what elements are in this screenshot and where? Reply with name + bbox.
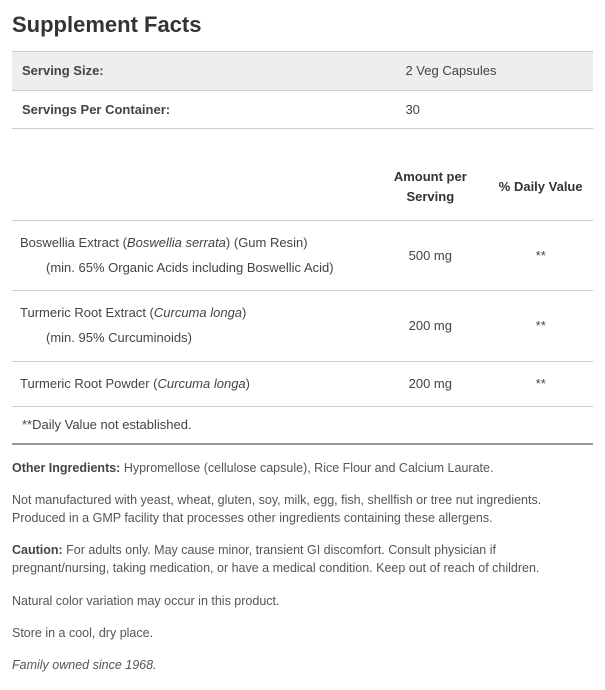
footnote-row: **Daily Value not established. — [12, 407, 593, 444]
ingredient-scientific-name: Boswellia serrata — [127, 235, 226, 250]
ingredient-name: Turmeric Root Extract (Curcuma longa) (mi… — [12, 291, 372, 361]
table-row: Servings Per Container: 30 — [12, 90, 593, 129]
ingredient-subtext: (min. 65% Organic Acids including Boswel… — [20, 256, 364, 281]
ingredient-subtext: (min. 95% Curcuminoids) — [20, 326, 364, 351]
ingredient-name-pre: Boswellia Extract ( — [20, 235, 127, 250]
storage-note: Store in a cool, dry place. — [12, 624, 593, 642]
dv-footnote: **Daily Value not established. — [12, 407, 593, 444]
ingredient-scientific-name: Curcuma longa — [154, 305, 242, 320]
ingredient-name: Boswellia Extract (Boswellia serrata) (G… — [12, 221, 372, 291]
servings-per-container-value: 30 — [395, 90, 593, 129]
ingredient-amount: 500 mg — [372, 221, 488, 291]
ingredient-dv: ** — [488, 291, 593, 361]
table-row: Turmeric Root Extract (Curcuma longa) (mi… — [12, 291, 593, 361]
other-ingredients-label: Other Ingredients: — [12, 461, 120, 475]
ingredient-scientific-name: Curcuma longa — [158, 376, 246, 391]
ingredient-name: Turmeric Root Powder (Curcuma longa) — [12, 361, 372, 407]
ingredient-name-post: ) — [246, 376, 250, 391]
col-amount: Amount per Serving — [372, 157, 488, 221]
allergen-statement: Not manufactured with yeast, wheat, glut… — [12, 491, 593, 527]
supplement-facts-panel: Supplement Facts Serving Size: 2 Veg Cap… — [0, 0, 605, 686]
color-note: Natural color variation may occur in thi… — [12, 592, 593, 610]
ingredients-table: Amount per Serving % Daily Value Boswell… — [12, 157, 593, 445]
ingredient-amount: 200 mg — [372, 291, 488, 361]
ingredient-name-post: ) (Gum Resin) — [226, 235, 308, 250]
ingredient-name-pre: Turmeric Root Powder ( — [20, 376, 158, 391]
serving-size-label: Serving Size: — [12, 52, 395, 91]
caution-statement: Caution: For adults only. May cause mino… — [12, 541, 593, 577]
table-row: Serving Size: 2 Veg Capsules — [12, 52, 593, 91]
servings-per-container-label: Servings Per Container: — [12, 90, 395, 129]
ingredient-dv: ** — [488, 221, 593, 291]
table-header-row: Amount per Serving % Daily Value — [12, 157, 593, 221]
col-dv: % Daily Value — [488, 157, 593, 221]
serving-table: Serving Size: 2 Veg Capsules Servings Pe… — [12, 51, 593, 129]
other-ingredients: Other Ingredients: Hypromellose (cellulo… — [12, 459, 593, 477]
ingredient-name-pre: Turmeric Root Extract ( — [20, 305, 154, 320]
table-row: Turmeric Root Powder (Curcuma longa)200 … — [12, 361, 593, 407]
col-ingredient — [12, 157, 372, 221]
family-note: Family owned since 1968. — [12, 656, 593, 674]
caution-label: Caution: — [12, 543, 63, 557]
caution-text: For adults only. May cause minor, transi… — [12, 543, 539, 575]
other-ingredients-text: Hypromellose (cellulose capsule), Rice F… — [120, 461, 493, 475]
ingredient-amount: 200 mg — [372, 361, 488, 407]
serving-size-value: 2 Veg Capsules — [395, 52, 593, 91]
table-row: Boswellia Extract (Boswellia serrata) (G… — [12, 221, 593, 291]
ingredient-dv: ** — [488, 361, 593, 407]
panel-title: Supplement Facts — [12, 8, 593, 41]
ingredient-name-post: ) — [242, 305, 246, 320]
